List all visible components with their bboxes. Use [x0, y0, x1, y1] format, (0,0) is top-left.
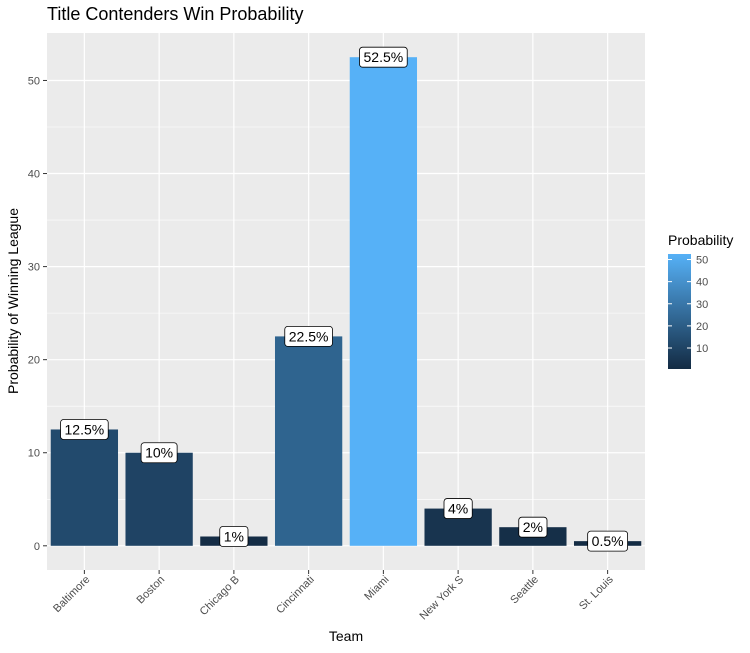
x-tick-label: Baltimore: [51, 574, 92, 615]
bars: [50, 57, 642, 546]
data-label-box: [587, 530, 628, 552]
x-tick-label: Seattle: [508, 574, 541, 607]
y-tick-label: 30: [28, 262, 40, 274]
x-tick-label: Miami: [362, 574, 391, 603]
bar-baltimore: [50, 429, 119, 546]
legend-ticks: 10 20 30 40 50: [668, 255, 708, 355]
chart-title: Title Contenders Win Probability: [47, 4, 303, 24]
bar-boston: [125, 452, 193, 546]
data-label: 0.5%: [587, 530, 628, 552]
data-label: 22.5%: [284, 326, 333, 347]
data-label-text: 10%: [145, 445, 173, 461]
bar-miami: [349, 57, 418, 546]
data-label-box: [443, 498, 473, 519]
data-label-text: 2%: [523, 519, 543, 535]
data-label-box: [359, 46, 408, 68]
y-tick-label: 10: [28, 448, 40, 460]
data-label-box: [140, 442, 178, 464]
legend-tick-label: 30: [696, 299, 708, 311]
data-label-box: [284, 326, 333, 347]
legend-tick-label: 10: [696, 343, 708, 355]
data-label-text: 12.5%: [65, 421, 105, 437]
x-tick-label: Boston: [135, 574, 168, 607]
y-tick-label: 0: [34, 541, 40, 553]
legend-tick-label: 40: [696, 277, 708, 289]
y-tick-label: 50: [28, 75, 40, 87]
data-label: 1%: [219, 526, 249, 547]
data-label-box: [518, 516, 548, 538]
x-axis: Baltimore Boston Chicago B Cincinnati Miami N…: [51, 570, 616, 622]
legend-colorbar: [668, 254, 691, 369]
data-label-text: 0.5%: [592, 533, 624, 549]
data-label: 10%: [140, 442, 178, 464]
data-label-text: 52.5%: [364, 49, 404, 65]
data-label-text: 4%: [448, 501, 468, 517]
legend-tick-label: 50: [696, 255, 708, 267]
x-tick-label: Cincinnati: [274, 574, 317, 617]
data-label-text: 22.5%: [289, 328, 329, 344]
data-label: 52.5%: [359, 46, 408, 68]
x-tick-label: New York S: [418, 574, 467, 623]
data-label: 4%: [443, 498, 473, 519]
x-axis-title: Team: [329, 628, 363, 644]
grid-major: [47, 33, 645, 570]
data-label-text: 1%: [224, 528, 244, 544]
bar-cincinnati: [274, 336, 343, 546]
x-tick-label: St. Louis: [577, 573, 616, 612]
y-axis: 0 10 20 30 40 50: [28, 75, 47, 553]
data-label-box: [60, 419, 109, 440]
y-axis-title: Probability of Winning League: [5, 208, 21, 394]
x-tick-label: Chicago B: [198, 574, 242, 618]
y-tick-label: 20: [28, 355, 40, 367]
data-label: 12.5%: [60, 419, 109, 440]
data-label: 2%: [518, 516, 548, 538]
legend: Probability 10 20 30 40 50: [668, 232, 733, 369]
data-label-box: [219, 526, 249, 547]
legend-title: Probability: [668, 232, 733, 248]
y-tick-label: 40: [28, 169, 40, 181]
legend-tick-label: 20: [696, 321, 708, 333]
data-labels: 12.5% 10% 1% 22.5% 52.5% 4% 2% 0.5%: [60, 46, 628, 552]
